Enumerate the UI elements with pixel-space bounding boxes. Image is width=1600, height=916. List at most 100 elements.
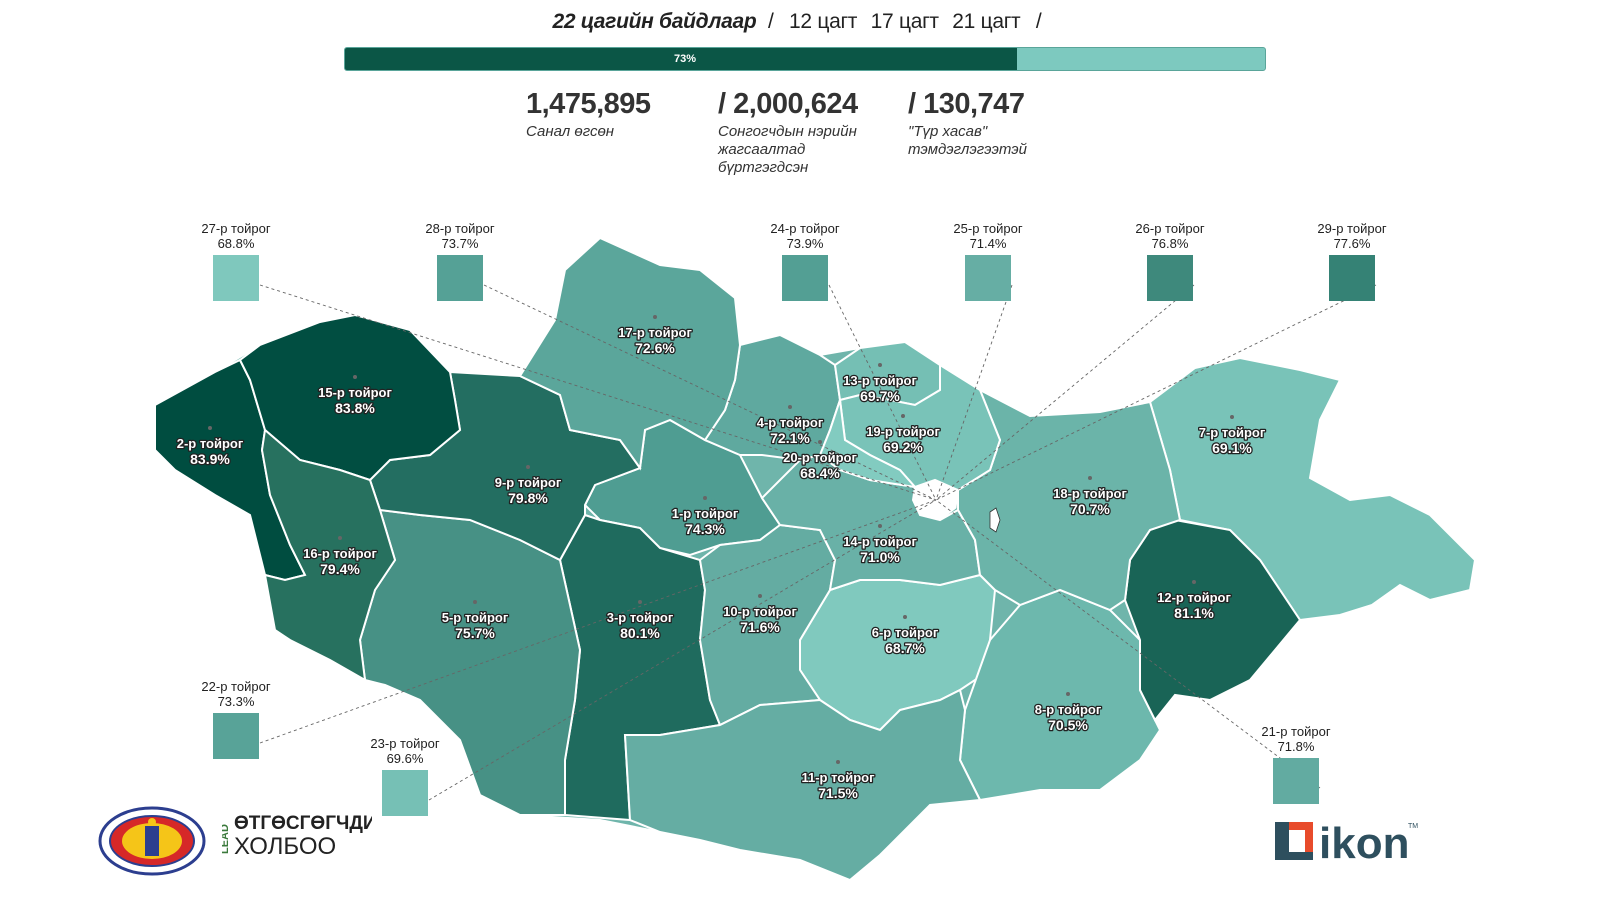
district-label-value: 80.1% [620, 625, 660, 641]
callout-district-value: 77.6% [1334, 236, 1371, 251]
callout-district-name: 23-р тойрог [370, 736, 439, 751]
district-centroid-dot [1088, 476, 1092, 480]
district-centroid-dot [473, 600, 477, 604]
district-label-value: 70.7% [1070, 501, 1110, 517]
time-option-17[interactable]: 17 цагт [870, 10, 939, 33]
district-20-region[interactable] [818, 399, 918, 489]
district-label-name: 9-р тойрог [495, 475, 562, 490]
district-centroid-dot [526, 465, 530, 469]
callout-color-box[interactable] [782, 255, 828, 301]
district-centroid-dot [1230, 415, 1234, 419]
lead-logo: LEAD ӨТГӨСГӨГЧДИЙН ХОЛБОО [222, 812, 372, 860]
callout-color-box[interactable] [213, 713, 259, 759]
district-centroid-dot [878, 363, 882, 367]
district-label-name: 17-р тойрог [618, 325, 692, 340]
turnout-progress-fill [345, 48, 1017, 70]
district-label-name: 11-р тойрог [801, 770, 875, 785]
district-label-value: 75.7% [455, 625, 495, 641]
callout-leader-line [935, 284, 1195, 501]
district-label-name: 13-р тойрог [843, 373, 917, 388]
district-label-name: 6-р тойрог [872, 625, 939, 640]
district-centroid-dot [653, 315, 657, 319]
callout-district-name: 21-р тойрог [1261, 724, 1330, 739]
time-option-active[interactable]: 22 цагийн байдлаар [552, 10, 757, 33]
district-label-value: 83.9% [190, 451, 230, 467]
district-label-value: 74.3% [685, 521, 725, 537]
callout-leader-line [828, 284, 937, 501]
district-label-value: 83.8% [335, 400, 375, 416]
district-label-name: 7-р тойрог [1199, 425, 1266, 440]
callout-district-value: 68.8% [218, 236, 255, 251]
district-centroid-dot [903, 615, 907, 619]
callout-color-box[interactable] [1273, 758, 1319, 804]
callout-leader-line [935, 284, 1377, 501]
callout-color-box[interactable] [1147, 255, 1193, 301]
district-centroid-dot [818, 440, 822, 444]
district-label-name: 5-р тойрог [442, 610, 509, 625]
district-centroid-dot [338, 536, 342, 540]
district-centroid-dot [901, 414, 905, 418]
district-label-value: 68.4% [800, 465, 840, 481]
district-label-name: 15-р тойрог [318, 385, 392, 400]
callout-color-box[interactable] [382, 770, 428, 816]
stat-registered-voters: / 2,000,624 Сонгогчдын нэрийн жагсаалтад… [718, 88, 878, 177]
callout-color-box[interactable] [437, 255, 483, 301]
district-label-value: 68.7% [885, 640, 925, 656]
district-label-name: 10-р тойрог [723, 604, 797, 619]
district-label-value: 69.2% [883, 439, 923, 455]
district-label-value: 69.1% [1212, 440, 1252, 456]
callout-district-name: 24-р тойрог [770, 221, 839, 236]
district-label-name: 2-р тойрог [177, 436, 244, 451]
district-11-region[interactable] [623, 688, 982, 882]
time-separator: / [1035, 10, 1042, 33]
district-centroid-dot [878, 524, 882, 528]
stat-temporarily-removed: / 130,747 "Түр хасав" тэмдэглэгээтэй [908, 88, 1038, 159]
district-17-region[interactable] [518, 236, 742, 471]
callout-color-box[interactable] [965, 255, 1011, 301]
district-centroid-dot [836, 760, 840, 764]
district-label-value: 81.1% [1174, 605, 1214, 621]
callout-district-value: 71.8% [1278, 739, 1315, 754]
district-centroid-dot [208, 426, 212, 430]
district-label-value: 71.0% [860, 549, 900, 565]
district-centroid-dot [788, 405, 792, 409]
district-centroid-dot [1066, 692, 1070, 696]
callout-color-box[interactable] [1329, 255, 1375, 301]
callout-leader-line [259, 284, 937, 501]
district-label-name: 14-р тойрог [843, 534, 917, 549]
callout-district-value: 73.9% [787, 236, 824, 251]
callout-district-name: 25-р тойрог [953, 221, 1022, 236]
callout-district-value: 69.6% [387, 751, 424, 766]
callout-leader-line [935, 499, 1321, 789]
district-centroid-dot [703, 496, 707, 500]
callout-leader-line [428, 499, 937, 801]
stat-votes-cast: 1,475,895 Санал өгсөн [526, 88, 651, 141]
callout-district-name: 27-р тойрог [201, 221, 270, 236]
district-10-region[interactable] [698, 523, 837, 727]
election-commission-logo [98, 806, 206, 876]
district-label-name: 1-р тойрог [672, 506, 739, 521]
district-label-value: 70.5% [1048, 717, 1088, 733]
stat-registered-voters-value: / 2,000,624 [718, 88, 858, 120]
callout-district-name: 28-р тойрог [425, 221, 494, 236]
time-option-21[interactable]: 21 цагт [952, 10, 1021, 33]
district-label-value: 79.8% [508, 490, 548, 506]
callout-district-name: 26-р тойрог [1135, 221, 1204, 236]
district-16-region[interactable] [260, 428, 397, 682]
district-label-value: 72.6% [635, 340, 675, 356]
callout-color-box[interactable] [213, 255, 259, 301]
district-label-name: 20-р тойрог [783, 450, 857, 465]
district-label-name: 12-р тойрог [1157, 590, 1231, 605]
district-label-value: 69.7% [860, 388, 900, 404]
stat-temporarily-removed-label: "Түр хасав" тэмдэглэгээтэй [908, 123, 1027, 158]
time-option-12[interactable]: 12 цагт [789, 10, 858, 33]
callout-district-value: 71.4% [970, 236, 1007, 251]
district-label-value: 72.1% [770, 430, 810, 446]
ikon-logo-text: ikon [1319, 819, 1409, 866]
lead-logo-line2: ХОЛБОО [234, 833, 336, 860]
district-label-name: 18-р тойрог [1053, 486, 1127, 501]
district-12-region[interactable] [1123, 518, 1302, 722]
district-label-value: 79.4% [320, 561, 360, 577]
district-label-value: 71.6% [740, 619, 780, 635]
district-label-name: 8-р тойрог [1035, 702, 1102, 717]
